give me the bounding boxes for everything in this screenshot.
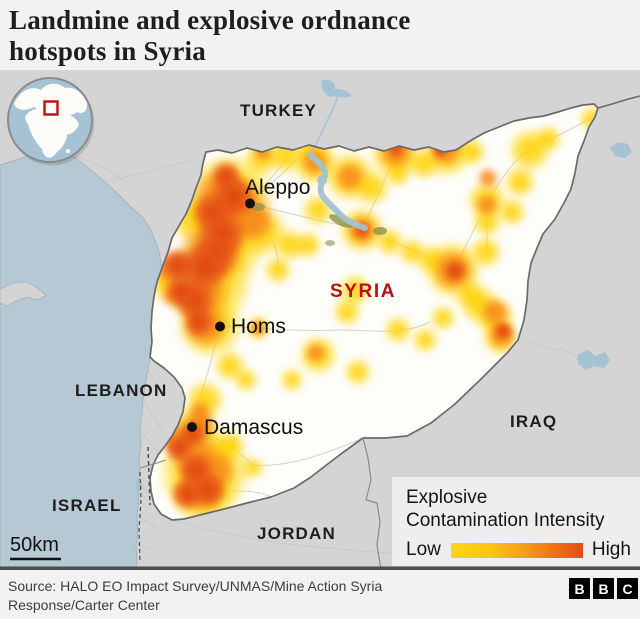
city-label-homs: Homs xyxy=(231,315,286,338)
lakes-rivers xyxy=(135,79,632,491)
legend-scale-row: Low High xyxy=(406,539,640,561)
footer: Source: HALO EO Impact Survey/UNMAS/Mine… xyxy=(0,570,640,619)
country-label-lebanon: LEBANON xyxy=(75,381,167,400)
heat-high-layer xyxy=(160,140,513,511)
country-label-syria: SYRIA xyxy=(330,281,396,302)
scale-bar: 50km xyxy=(10,534,61,561)
header: Landmine and explosive ordnance hotspots… xyxy=(0,0,640,70)
page-title: Landmine and explosive ordnance hotspots… xyxy=(0,0,640,67)
source-credit: Source: HALO EO Impact Survey/UNMAS/Mine… xyxy=(8,577,382,615)
country-label-iraq: IRAQ xyxy=(510,412,557,431)
source-line-2: Response/Carter Center xyxy=(8,597,160,613)
scale-label: 50km xyxy=(10,534,59,556)
legend-gradient-bar xyxy=(450,542,583,558)
country-label-jordan: JORDAN xyxy=(257,524,336,543)
title-line-1: Landmine and explosive ordnance xyxy=(9,5,411,35)
country-label-turkey: TURKEY xyxy=(240,101,317,120)
city-marker-aleppo: Aleppo xyxy=(245,176,310,209)
city-label-damascus: Damascus xyxy=(204,416,303,439)
legend-panel: Explosive Contamination Intensity Low Hi… xyxy=(392,477,640,566)
legend-low-label: Low xyxy=(406,539,441,560)
legend-high-label: High xyxy=(591,539,631,560)
legend-title-line-2: Contamination Intensity xyxy=(406,510,605,531)
bbc-logo: B B C xyxy=(569,578,638,599)
city-marker-damascus: Damascus xyxy=(187,416,303,439)
cyprus-island xyxy=(0,281,47,307)
vegetation-patches xyxy=(251,203,387,246)
country-label-israel: ISRAEL xyxy=(52,496,122,515)
map-area: TURKEY SYRIA LEBANON ISRAEL JORDAN IRAQ … xyxy=(0,70,640,570)
bbc-logo-block-2: B xyxy=(593,578,614,599)
borders xyxy=(138,95,640,570)
source-line-1: Source: HALO EO Impact Survey/UNMAS/Mine… xyxy=(8,578,383,594)
globe-locator-inset xyxy=(7,77,95,166)
city-marker-homs: Homs xyxy=(215,315,286,338)
syria-hotspot-map: TURKEY SYRIA LEBANON ISRAEL JORDAN IRAQ … xyxy=(0,70,640,570)
legend-title-line-1: Explosive xyxy=(406,487,488,508)
locator-box xyxy=(43,100,59,116)
bbc-logo-block-3: C xyxy=(617,578,638,599)
damascus-dot xyxy=(187,422,197,432)
bbc-logo-block-1: B xyxy=(569,578,590,599)
homs-dot xyxy=(215,321,225,332)
aleppo-dot xyxy=(245,198,255,209)
map-footer-divider xyxy=(0,566,640,570)
title-line-2: hotspots in Syria xyxy=(9,36,206,66)
city-label-aleppo: Aleppo xyxy=(245,176,310,199)
